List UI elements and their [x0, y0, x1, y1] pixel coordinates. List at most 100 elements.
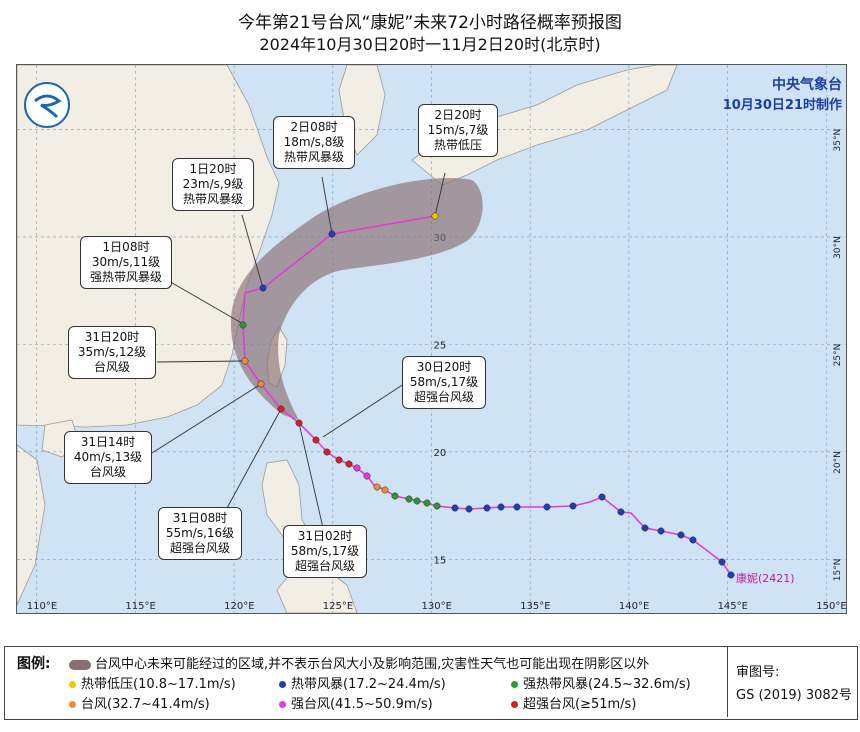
- legend-ty: 台风(32.7~41.4m/s): [69, 693, 210, 712]
- track-points: [239, 212, 735, 579]
- cma-logo: [24, 82, 70, 128]
- legend-td: 热带低压(10.8~17.1m/s): [69, 673, 236, 692]
- issue-time: 10月30日21时制作: [722, 98, 842, 113]
- legend-ts: 热带风暴(17.2~24.4m/s): [279, 673, 446, 692]
- approval-number: GS (2019) 3082号: [736, 688, 852, 703]
- track-point: [239, 321, 247, 329]
- callout-31d08: 31日08时 55m/s,16级 超强台风级: [158, 507, 242, 560]
- track-point: [295, 419, 303, 427]
- storm-name-label: 康妮(2421): [736, 570, 795, 586]
- callout-leaders: [151, 172, 446, 529]
- sts-dot-icon: [511, 681, 518, 688]
- track-point: [569, 502, 577, 510]
- track-point: [689, 536, 697, 544]
- track-point: [391, 492, 399, 500]
- track-point: [345, 460, 353, 468]
- track-point: [431, 212, 439, 220]
- storm-code: (2421): [758, 572, 795, 585]
- track-point: [497, 503, 505, 511]
- forecast-track: [242, 215, 732, 576]
- lon-tick-label: 150°E: [816, 601, 846, 612]
- track-point: [405, 495, 413, 503]
- callout-31d20: 31日20时 35m/s,12级 台风级: [68, 326, 156, 379]
- track-point: [312, 436, 320, 444]
- lat-tick-label: 35°N: [833, 129, 843, 152]
- page-subtitle: 2024年10月30日20时一11月2日20时(北京时): [259, 35, 601, 54]
- track-point: [323, 448, 331, 456]
- track-point: [483, 504, 491, 512]
- approval-label: 审图号:: [736, 665, 780, 680]
- lon-tick-label: 145°E: [718, 601, 748, 612]
- track-point: [373, 483, 381, 491]
- lon-tick-label: 125°E: [323, 601, 353, 612]
- lat-inner-label: 20: [433, 448, 446, 459]
- lon-tick-label: 135°E: [520, 601, 550, 612]
- leader-line: [298, 422, 324, 529]
- lon-tick-label: 110°E: [27, 601, 57, 612]
- legend-title: 图例:: [17, 656, 51, 672]
- track-point: [465, 505, 473, 513]
- lon-tick-label: 130°E: [422, 601, 452, 612]
- leader-line: [226, 408, 282, 509]
- track-point: [363, 472, 371, 480]
- track-point: [413, 497, 421, 505]
- legend: 图例: 台风中心未来可能经过的区域,并不表示台风大小及影响范围,灾害性天气也可能…: [4, 646, 858, 720]
- approval-box: 审图号: GS (2019) 3082号: [727, 647, 852, 717]
- legend-sts: 强热带风暴(24.5~32.6m/s): [511, 673, 691, 692]
- track-point: [718, 558, 726, 566]
- track-point: [277, 405, 285, 413]
- agency-name: 中央气象台: [772, 77, 842, 93]
- track-point: [513, 503, 521, 511]
- lon-tick-label: 140°E: [619, 601, 649, 612]
- lat-tick-label: 15°N: [833, 559, 843, 582]
- callout-2d08: 2日08时 18m/s,8级 热带风暴级: [273, 116, 355, 169]
- track-point: [335, 456, 343, 464]
- track-point: [641, 524, 649, 532]
- track-point: [677, 531, 685, 539]
- lat-tick-label: 20°N: [833, 451, 843, 474]
- lon-tick-label: 115°E: [125, 601, 155, 612]
- lat-tick-label: 30°N: [833, 236, 843, 259]
- cone-swatch-icon: [69, 659, 91, 670]
- track-point: [543, 503, 551, 511]
- lon-tick-label: 120°E: [224, 601, 254, 612]
- legend-sty: 强台风(41.5~50.9m/s): [279, 693, 433, 712]
- track-point: [259, 284, 267, 292]
- track-point: [328, 230, 336, 238]
- callout-31d14: 31日14时 40m/s,13级 台风级: [64, 431, 152, 484]
- agency-stamp: 中央气象台 10月30日21时制作: [723, 74, 842, 113]
- track-point: [423, 499, 431, 507]
- legend-cone: 台风中心未来可能经过的区域,并不表示台风大小及影响范围,灾害性天气也可能出现在阴…: [69, 653, 649, 672]
- sty-dot-icon: [279, 701, 286, 708]
- vietnam-coast: [17, 444, 46, 606]
- track-point: [241, 357, 249, 365]
- track-point: [598, 493, 606, 501]
- page-title: 今年第21号台风“康妮”未来72小时路径概率预报图: [238, 13, 622, 33]
- callout-1d08: 1日08时 30m/s,11级 强热带风暴级: [80, 236, 172, 289]
- leader-line: [166, 279, 246, 326]
- lat-inner-label: 25: [433, 340, 446, 351]
- lat-inner-label: 15: [433, 555, 446, 566]
- callout-31d02: 31日02时 58m/s,17级 超强台风级: [283, 525, 367, 578]
- track-point: [451, 504, 459, 512]
- lat-tick-label: 25°N: [833, 344, 843, 367]
- leader-line: [156, 360, 246, 363]
- track-point: [381, 486, 389, 494]
- track-point: [353, 464, 361, 472]
- callout-2d20: 2日20时 15m/s,7级 热带低压: [418, 104, 498, 157]
- leader-line: [151, 383, 262, 454]
- leader-line: [322, 377, 414, 438]
- ty-dot-icon: [69, 701, 76, 708]
- track-point: [727, 571, 735, 579]
- leader-line: [321, 176, 333, 235]
- leader-line: [241, 214, 264, 289]
- probability-cone: [230, 178, 483, 420]
- td-dot-icon: [69, 681, 76, 688]
- track-point: [257, 380, 265, 388]
- callout-1d20: 1日20时 23m/s,9级 热带风暴级: [172, 158, 254, 211]
- super-dot-icon: [511, 701, 518, 708]
- callout-30d20: 30日20时 58m/s,17级 超强台风级: [402, 356, 486, 409]
- legend-super: 超强台风(≥51m/s): [511, 693, 636, 712]
- track-point: [657, 527, 665, 535]
